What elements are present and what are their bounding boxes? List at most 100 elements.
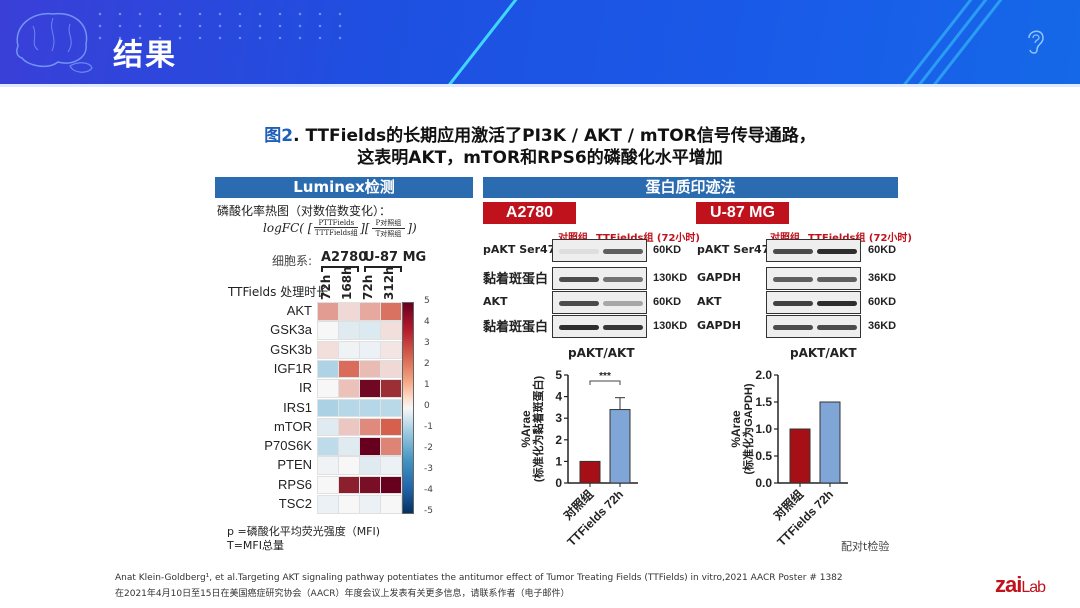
svg-text:1.0: 1.0 (755, 422, 772, 436)
cell-line-u87: U-87 MG (364, 250, 427, 265)
heatmap-caption: 磷酸化率热图（对数倍数变化）： (217, 204, 392, 218)
group-ttfields: TTFields组 (72小时) (808, 233, 912, 244)
group-control: 对照组 (770, 229, 800, 244)
tag-u87: U-87 MG (696, 202, 789, 224)
colorbar-tick: -4 (424, 485, 433, 495)
protein-band (817, 249, 857, 254)
colorbar-tick: -1 (424, 422, 433, 432)
heatmap-cell (359, 475, 381, 495)
heatmap-cell (338, 456, 360, 475)
heatmap-cell (380, 495, 402, 514)
heatmap-row-label: IRS1 (283, 399, 312, 415)
duration-1: 168h (340, 266, 354, 300)
heatmap-row-label: TSC2 (278, 496, 312, 511)
bracket-u87 (364, 266, 402, 272)
group-ttfields: TTFields组 (72小时) (596, 233, 700, 244)
duration-3: 312h (382, 266, 396, 300)
heatmap-cell (380, 437, 402, 456)
svg-text:0: 0 (555, 476, 562, 490)
heatmap-cell (380, 417, 402, 437)
heatmap-cell (380, 398, 402, 417)
heatmap-cell (359, 417, 381, 437)
heatmap-cell (317, 321, 339, 340)
heatmap-cell (338, 437, 360, 456)
blot-label: 黏着斑蛋白 (483, 320, 549, 335)
colorbar-tick: 1 (424, 380, 430, 390)
protein-band (559, 325, 599, 330)
decorative-stripe (887, 0, 976, 87)
svg-text:2.0: 2.0 (755, 368, 772, 382)
protein-band (559, 301, 599, 306)
protein-band (603, 249, 643, 254)
colorbar-tick: 3 (424, 338, 430, 348)
heatmap-row-label: P70S6K (264, 438, 312, 454)
protein-band (773, 249, 813, 254)
heatmap-row-label: IGF1R (273, 360, 312, 376)
brain-icon (16, 12, 93, 73)
blot-label: pAKT Ser473 (483, 243, 564, 256)
protein-band (773, 277, 813, 282)
blot-label: GAPDH (697, 319, 741, 332)
slide-header: 结果 (0, 0, 1080, 87)
heatmap-cell (380, 340, 402, 360)
chart-title-u87: pAKT/AKT (790, 346, 857, 360)
protein-band (603, 325, 643, 330)
heatmap-cell (359, 456, 381, 475)
heatmap-cell (338, 475, 360, 495)
luminex-section-bar: Luminex检测 (215, 177, 473, 198)
colorbar-tick: 0 (424, 401, 430, 411)
tag-a2780: A2780 (483, 202, 576, 224)
heatmap-cell (317, 398, 339, 417)
protein-band (817, 325, 857, 330)
blot-image (766, 315, 861, 338)
heatmap-cell (359, 437, 381, 456)
protein-band (603, 277, 643, 282)
heatmap-cell (359, 340, 381, 360)
svg-text:1: 1 (555, 454, 562, 468)
note-p: p =磷酸化平均荧光强度（MFI) (227, 525, 381, 538)
svg-text:5: 5 (555, 368, 562, 382)
heatmap-cell (338, 359, 360, 379)
heatmap-cell (380, 379, 402, 398)
svg-text:%Arae: %Arae (729, 410, 743, 448)
protein-band (559, 249, 599, 254)
svg-text:***: *** (599, 371, 611, 382)
colorbar-tick: -2 (424, 443, 433, 453)
logfc-formula: logFC( [PTTFields TTTFields组][P对照组 T对照组]) (263, 219, 417, 238)
bracket-a2780 (321, 266, 359, 272)
heatmap-row-label: RPS6 (278, 476, 312, 492)
kd-label: 60KD (868, 296, 897, 308)
blot-label: 黏着斑蛋白 (483, 272, 549, 287)
header-title: 结果 (113, 38, 177, 73)
kd-label: 36KD (868, 272, 897, 284)
heatmap-row-label: GSK3a (270, 322, 312, 338)
kd-label: 60KD (653, 296, 682, 308)
heatmap-cell (338, 417, 360, 437)
heatmap-row-label: PTEN (277, 457, 312, 473)
figure-number: 图2 (264, 126, 294, 146)
blot-image (766, 239, 861, 262)
figure-title-line1: 图2. TTFields的长期应用激活了PI3K / AKT / mTOR信号传… (0, 121, 1080, 146)
test-note: 配对t检验 (841, 540, 890, 553)
kd-label: 130KD (653, 320, 688, 332)
figure-title-text: . TTFields的长期应用激活了PI3K / AKT / mTOR信号传导通… (293, 126, 816, 146)
heatmap-cell (338, 495, 360, 514)
heatmap-cell (359, 302, 381, 321)
decorative-stripe (902, 0, 991, 87)
group-control: 对照组 (558, 229, 588, 244)
protein-band (817, 301, 857, 306)
protein-band (603, 301, 643, 306)
colorbar-tick: -3 (424, 464, 433, 474)
heatmap-cell (338, 340, 360, 360)
heatmap-row-label: mTOR (273, 418, 312, 434)
svg-text:4: 4 (555, 390, 562, 404)
cell-line-a2780: A2780 (321, 250, 368, 265)
blot-label: AKT (483, 295, 508, 308)
zailab-logo: zaiLab (995, 572, 1046, 597)
heatmap-cell (359, 398, 381, 417)
footer-note: 在2021年4月10日至15日在美国癌症研究协会（AACR）年度会议上发表有关更… (115, 589, 570, 599)
protein-band (773, 325, 813, 330)
heatmap-cell (338, 302, 360, 321)
blot-image (766, 267, 861, 290)
